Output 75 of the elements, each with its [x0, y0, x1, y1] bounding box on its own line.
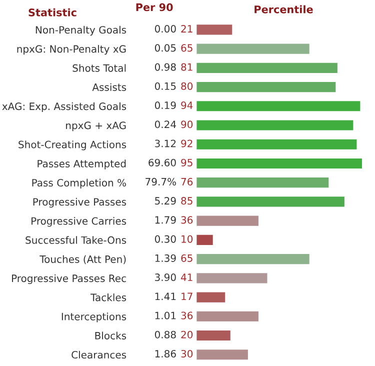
data-label: 80: [181, 82, 193, 90]
data-label: 17: [182, 292, 192, 300]
bar: [196, 23, 234, 36]
y-tick-label: Successful Take-Ons: [26, 236, 126, 244]
data-label: 36: [181, 312, 193, 320]
x-axis-title: Percentile: [254, 5, 313, 14]
bar: [196, 61, 339, 74]
y-axis-title: Statistic: [28, 8, 76, 16]
y-tick-label: Pass Completion %: [32, 178, 126, 188]
data-label: 20: [181, 330, 193, 338]
bar: [196, 195, 346, 208]
text: 5.29: [155, 197, 176, 205]
y-tick-label: Passes Attempted: [38, 160, 126, 170]
bar: [196, 80, 338, 94]
bar: [196, 100, 362, 113]
text: 0.24: [154, 120, 176, 128]
y-tick-label: npxG: Non-Penalty xG: [17, 45, 126, 55]
text: 0.88: [154, 330, 176, 338]
bar: [196, 234, 214, 246]
y-tick-label: Assists: [92, 83, 126, 91]
text: 1.86: [155, 350, 176, 358]
bar: [196, 42, 311, 56]
bar: [196, 176, 330, 190]
text: 0.15: [154, 82, 176, 90]
bar: [196, 348, 250, 362]
y-tick-label: Blocks: [95, 332, 126, 340]
y-tick-label: Interceptions: [62, 312, 126, 322]
data-label: 85: [181, 197, 192, 205]
data-label: 95: [181, 158, 192, 166]
data-label: 41: [180, 274, 192, 281]
text: 79.7%: [146, 178, 176, 186]
text: 0.19: [154, 101, 176, 110]
y-tick-label: Progressive Passes: [33, 198, 126, 208]
y-tick-label: Touches (Att Pen): [40, 255, 126, 264]
data-label: 76: [181, 178, 193, 186]
y-tick-label: Shots Total: [72, 64, 126, 72]
text: 3.90: [155, 273, 176, 282]
text: 1.41: [155, 292, 176, 300]
y-tick-label: Shot-Creating Actions: [18, 140, 126, 150]
text: 1.39: [155, 254, 176, 262]
text: 69.60: [148, 158, 176, 166]
data-label: 65: [181, 254, 192, 262]
data-label: 10: [182, 235, 193, 243]
y-tick-label: Progressive Carries: [32, 217, 126, 227]
bar: [196, 118, 355, 132]
y-tick-label: Non-Penalty Goals: [36, 26, 126, 36]
data-label: 30: [181, 350, 193, 358]
data-label: 81: [181, 63, 192, 71]
bar: [196, 157, 364, 170]
data-label: 92: [181, 140, 192, 148]
data-label: 36: [181, 216, 193, 224]
text: 0.30: [154, 235, 176, 243]
y-tick-label: Tackles: [90, 293, 126, 302]
text: 0.98: [154, 63, 176, 71]
text: Per 90: [136, 3, 173, 12]
text: 3.12: [155, 140, 176, 148]
text: 0.05: [154, 44, 176, 52]
y-tick-label: Progressive Passes Rec: [12, 274, 126, 284]
text: 1.01: [155, 312, 176, 320]
data-label: 90: [181, 120, 193, 128]
bar: [196, 329, 232, 342]
text: 1.79: [155, 216, 176, 224]
text: 0.00: [154, 25, 176, 33]
data-label: 94: [181, 101, 193, 110]
bar: [196, 252, 311, 266]
y-tick-label: npxG + xAG: [66, 122, 126, 132]
data-label: 65: [181, 44, 192, 52]
y-tick-label: Clearances: [72, 350, 126, 359]
bar: [196, 310, 260, 323]
bar: [196, 290, 227, 304]
bar: [196, 138, 358, 151]
bar: [196, 214, 260, 228]
data-label: 21: [181, 25, 192, 32]
y-tick-label: xAG: Exp. Assisted Goals: [2, 102, 126, 112]
bar: [196, 272, 269, 285]
